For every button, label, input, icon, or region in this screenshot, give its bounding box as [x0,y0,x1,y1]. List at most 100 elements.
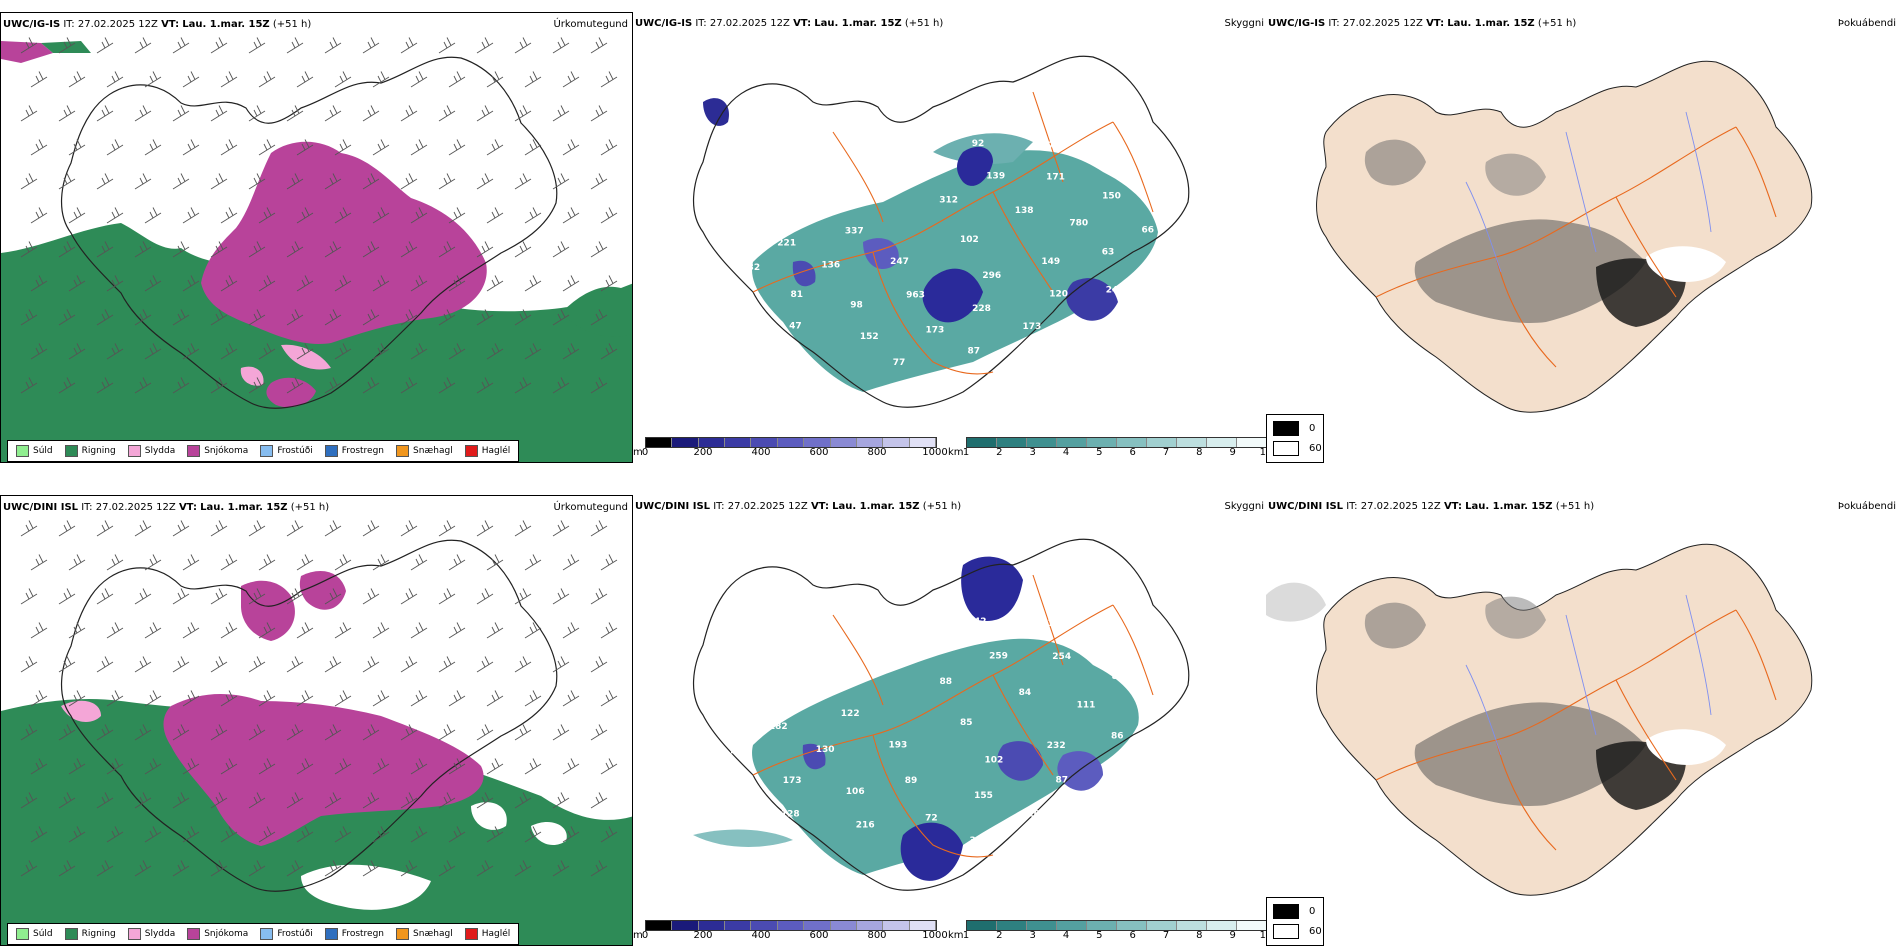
wind-barb [248,860,266,877]
cloudbase-value-label: 173 [1023,322,1042,332]
wind-barb [58,860,76,877]
wind-barb [476,377,494,394]
wind-barb [210,860,228,877]
wind-barb [296,758,314,775]
cloudbase-value-label: 244 [1106,286,1125,296]
wind-barb [438,173,456,190]
wind-barb [600,139,618,156]
wind-barb [210,309,228,326]
wind-barb [600,343,618,360]
wind-barb [400,520,418,537]
wind-barb [562,343,580,360]
cloudbase-value-label: 82 [1112,672,1125,682]
wind-barb [58,37,76,54]
wind-barb [286,309,304,326]
wind-barb [600,622,618,639]
wind-barb [372,622,390,639]
wind-barb [258,758,276,775]
wind-barb [134,860,152,877]
wind-barbs-top [20,37,618,394]
wind-barb [334,343,352,360]
fog-map-top [1266,12,1900,463]
cloudbase-value-label: 132 [741,263,760,273]
wind-barb [286,656,304,673]
cloudbase-value-label: 81 [791,290,804,300]
wind-barb [524,275,542,292]
wind-barb [106,343,124,360]
precip-legend-bottom: Súld Rigning Slydda Snjókoma Frostúði Fr… [7,923,520,945]
wind-barb [172,792,190,809]
wind-barb [562,554,580,571]
cloudbase-value-label: 87 [968,347,981,357]
wind-barb [552,792,570,809]
wind-barb [248,105,266,122]
wind-barb [476,792,494,809]
precip-legend-top: Súld Rigning Slydda Snjókoma Frostúði Fr… [7,440,520,462]
wind-barb [248,724,266,741]
wind-barb [182,343,200,360]
wind-barb [286,724,304,741]
wind-barb [600,758,618,775]
wind-barb [182,71,200,88]
cloudbase-value-label: 193 [889,741,908,751]
cloudbase-value-label: 38 [761,644,774,654]
colorbar-tick: 10 [1259,930,1266,941]
wind-barb [438,588,456,605]
wind-barb [562,275,580,292]
wind-barb [68,690,86,707]
wind-barb [438,37,456,54]
wind-barb [210,792,228,809]
wind-barb [600,207,618,224]
wind-barb [248,309,266,326]
wind-barb [96,377,114,394]
colorbar-tick: 3 [1029,447,1036,458]
wind-barb [476,309,494,326]
wind-barb [514,792,532,809]
legend-item: Frostregn [324,928,384,940]
cloudbase-value-label: 88 [940,677,953,687]
wind-barb [210,37,228,54]
wind-barb [514,656,532,673]
wind-barb [514,173,532,190]
wind-barb [144,71,162,88]
wind-barb [210,656,228,673]
wind-barb [20,724,38,741]
colorbar-tick: 5 [1096,930,1103,941]
wind-barb [68,139,86,156]
precip-type-panel-top: UWC/IG-IS IT: 27.02.2025 12Z VT: Lau. 1.… [0,12,633,463]
wind-barb [372,275,390,292]
wind-barb [144,139,162,156]
colorbar-tick: 4 [1062,447,1070,458]
colorbar-tick: 5 [1096,447,1103,458]
cloudbase-value-label: 102 [985,755,1004,765]
wind-barb [182,275,200,292]
wind-barb [438,520,456,537]
wind-barb [172,377,190,394]
wind-barb [400,656,418,673]
wind-barb [134,105,152,122]
cloud-product-label-bottom: Skyggni [1224,501,1264,512]
wind-barb [514,241,532,258]
wind-barb [600,71,618,88]
wind-barb [106,690,124,707]
wind-barb [400,309,418,326]
legend-item: Rigning [64,928,116,940]
wind-barb [486,758,504,775]
wind-barb [410,622,428,639]
wind-barb [476,520,494,537]
cloudbase-value-label: 171 [1046,173,1065,183]
cloudbase-value-label: 337 [845,226,864,236]
wind-barb [106,826,124,843]
cloudbase-value-label: 259 [989,651,1008,661]
wind-barb [486,826,504,843]
wind-barb [486,207,504,224]
wind-barb [258,343,276,360]
wind-barb [514,37,532,54]
wind-barb [590,105,608,122]
wind-barb [134,588,152,605]
wind-barb [286,588,304,605]
cloudbase-colorbar-top: m 0 200 400 600 800 1000 [633,437,948,463]
wind-barb [448,554,466,571]
wind-barb [144,690,162,707]
cloudbase-value-label: 221 [777,239,796,249]
